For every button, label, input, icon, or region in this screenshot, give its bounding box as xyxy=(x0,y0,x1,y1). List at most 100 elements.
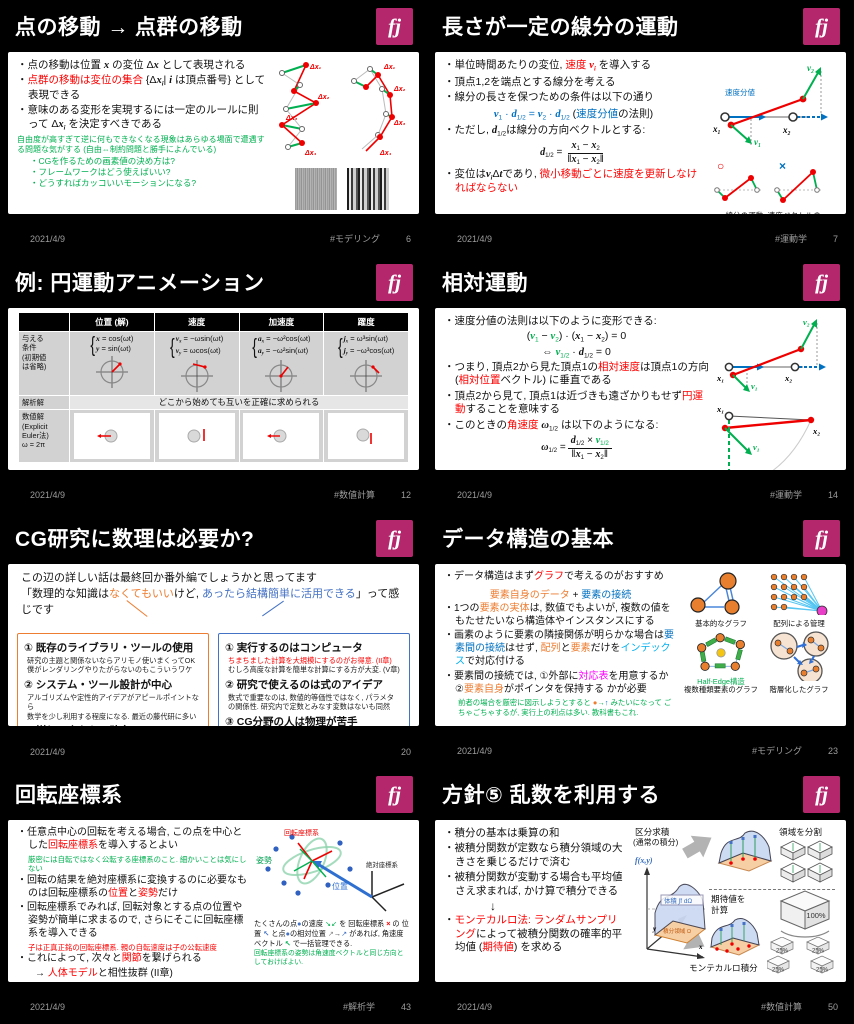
bullet: ・つまり, 頂点2から見た頂点1の相対速度は頂点1の方向 (相対位置ベクトル) … xyxy=(444,360,709,387)
math-line: jx = ω³sin(ωt) xyxy=(343,334,389,345)
slide-page-number: 7 xyxy=(832,233,838,244)
bullet: ・点群の移動は変位の集合 {Δxi| i は頂点番号} として表現できる xyxy=(17,74,266,102)
logo-glyph: fj xyxy=(388,14,401,38)
numeric-diagram xyxy=(96,429,118,443)
figure-column: x₁ x₂ v₁ v₂ x₁ x₂ v₁ −v₂ xyxy=(715,315,837,470)
slide-body: ・点の移動は位置 x の変位 Δx として表現される ・点群の移動は変位の集合 … xyxy=(8,52,419,214)
basic-graph-figure: 基本的なグラフ xyxy=(683,571,759,629)
box-item-detail: ちまちました計算を大規模にするのがお得意. (II章) むしろ高度な計算を簡単な… xyxy=(228,655,400,675)
angular-velocity-formula: ω1/2 = d1/2 × v1/2 ‖x1 − x2‖ xyxy=(444,435,709,461)
minus-v2-label: −v₂ xyxy=(763,468,775,470)
numeric-diagram xyxy=(267,429,287,443)
riemann-sum-label: 区分求積 xyxy=(635,827,670,837)
page-title: 相対運動 xyxy=(442,272,528,295)
noise-image xyxy=(294,168,337,210)
bullet: ・このときの角速度 ω1/2 は以下のようになる: xyxy=(444,418,659,432)
brace-figure xyxy=(780,930,830,938)
logo-glyph: fj xyxy=(388,526,401,550)
intro-line: この辺の詳しい話は最終回か番外編でしょうかと思ってます xyxy=(21,572,317,584)
slide-hashtag: #運動学 xyxy=(769,490,802,500)
bullet: ・回転座標系でみれば, 回転対象とする点の位置や姿勢が簡単に求まるので, さらに… xyxy=(17,902,244,940)
figure-caption: 線分の運動. 速度ベクトルの 先端を結んだら長さが変わる xyxy=(709,211,837,214)
formula-denominator: ‖x1 − x2‖ xyxy=(571,448,609,461)
quarter-label: 25% xyxy=(776,949,789,955)
x2-label: x₂ xyxy=(812,426,820,436)
slide-hashtag: #数値計算 xyxy=(333,490,375,500)
half-edge-figure: Half-Edge構造 複数種類要素のグラフ xyxy=(683,631,759,695)
bullet: ・変位はviΔtであり, 微小移動ごとに速度を更新しなければならない xyxy=(444,167,698,195)
bullet: ・要素間の接続では, ①外部に対応表を用意するか ②要素自身がポインタを保持する… xyxy=(444,670,669,695)
bullet: ・被積分関数が定数なら積分領域の大きさを乗じるだけで済む xyxy=(444,842,623,868)
box-item-heading: ① 実行するのはコンピュータ xyxy=(225,641,363,654)
slide-hashtag: #数値計算 xyxy=(760,1002,802,1012)
noise-label: ルールあり xyxy=(347,213,390,214)
basic-graph-svg xyxy=(690,572,740,615)
velocity-share-label: 速度分値 xyxy=(725,87,755,97)
down-arrow: ↓ xyxy=(490,899,496,914)
segment-velocity-figure: 速度分値 x₁ x₂ v₁ v₂ xyxy=(712,63,828,147)
slide-date: 2021/4/9 xyxy=(457,745,493,756)
slide-body: 位置 (解) 速度 加速度 躍度 与える 条件 (初期値 は省略) {x = c… xyxy=(8,308,419,470)
logo-glyph: fj xyxy=(815,14,828,38)
lab-logo: fj xyxy=(803,8,840,45)
numeric-diagram xyxy=(187,429,205,443)
box-item-detail: 研究の主題と関係ないならアリモノ使いまくってOK 僕がレンダリングやりたがらない… xyxy=(27,655,196,675)
logo-glyph: fj xyxy=(388,270,401,294)
math-line: y = sin(ωt) xyxy=(96,343,131,353)
math-line: vy = ωcos(ωt) xyxy=(175,345,221,357)
slide-page-number: 43 xyxy=(400,1001,411,1012)
math-line: jy = −ω³cos(ωt) xyxy=(343,345,395,357)
text-column: ・積分の基本は乗算の和 ・被積分関数が定数なら積分領域の大きさを乗じるだけで済む… xyxy=(444,827,627,978)
bullet: ・被積分関数が変動する場合も平均値さえ求まれば, かけ算で積分できる xyxy=(444,871,623,897)
v1-label: v₁ xyxy=(751,381,758,391)
x1-label: x₁ xyxy=(716,373,724,383)
figure-label: 複数種類要素のグラフ xyxy=(684,685,758,695)
fat-arrow-up xyxy=(682,835,712,859)
x1-label: x₁ xyxy=(716,404,724,414)
math-line: ay = −ω²sin(ωt) xyxy=(257,345,309,357)
page-title: 例: 円運動アニメーション xyxy=(15,272,265,295)
brace: { xyxy=(90,331,96,356)
bullet: ・画素のように要素の隣接関係が明らかな場合は要素間の接続はせず, 配列と要素だけ… xyxy=(444,630,674,667)
text-column: ・任意点中心の回転を考える場合, この点を中心とした回転座標系を導入するとよい … xyxy=(17,827,248,979)
slide-page-number: 50 xyxy=(827,1001,838,1012)
bullet: ・頂点1,2を端点とする線分を考える xyxy=(444,75,616,88)
split-cubes-figure xyxy=(780,840,833,883)
delta-x-label: Δx₂ xyxy=(317,94,330,101)
formula-numerator: x1 − x2 xyxy=(568,140,603,154)
side-explanation: たくさんの点●の速度 ↘↙ を 回転座標系 × の 位置 ↖ と点●の相対位置 … xyxy=(254,919,409,949)
sub-bullet: ・CGを作るための画素値の決め方は? xyxy=(30,156,175,167)
box-item-heading: ① 既存のライブラリ・ツールの使用 xyxy=(24,641,194,654)
v1-label: v₁ xyxy=(753,442,760,452)
logo-glyph: fj xyxy=(388,782,401,806)
column-header: 躍度 xyxy=(324,313,408,331)
bullet: ・これによって, 次々と関節を繋げられる xyxy=(17,953,202,965)
rotating-frame-label: 回転座標系 xyxy=(284,828,319,837)
lab-logo: fj xyxy=(376,776,413,813)
lab-logo: fj xyxy=(376,264,413,301)
quarter-label: 25% xyxy=(772,968,785,974)
with-math-box: ① 実行するのはコンピュータ ちまちました計算を大規模にするのがお得意. (II… xyxy=(218,632,410,726)
aside-note: 自由度が高すぎて逆に何もできなくなる現象はあらゆる場面で遭遇する問題な気がする … xyxy=(17,134,265,154)
brace: { xyxy=(170,333,175,358)
math-line: vx = −ωsin(ωt) xyxy=(175,334,224,345)
slide-footer: 2021/4/9 20 xyxy=(30,747,411,757)
page-title: データ構造の基本 xyxy=(442,528,614,551)
delta-x-label: Δx₁ xyxy=(309,64,322,71)
bullet: ・単位時間あたりの変位, 速度 vi を導入する xyxy=(444,59,652,73)
pose-label: 姿勢 xyxy=(256,855,272,865)
graph-equation: 要素自身のデータ + 要素の接続 xyxy=(489,589,632,601)
lab-logo: fj xyxy=(803,520,840,557)
array-management-svg xyxy=(770,573,828,617)
circle-diagram xyxy=(180,359,213,392)
half-edge-label: Half-Edge構造 xyxy=(697,676,745,686)
box-item-detail: 数式で重要なのは, 数値的等価性ではなく, パラメタ の関係性. 研究内で定数と… xyxy=(228,692,394,712)
relative-motion-figure-top: x₁ x₂ v₁ v₂ xyxy=(716,317,826,392)
slide-page-number: 6 xyxy=(405,233,411,244)
slide-date: 2021/4/9 xyxy=(30,233,66,244)
slide-date: 2021/4/9 xyxy=(457,489,493,500)
integration-figure: 区分求積 (通常の積分) 領域を分割 xyxy=(633,827,837,975)
row-label: 解析解 xyxy=(19,395,69,410)
text-column: ・単位時間あたりの変位, 速度 vi を導入する ・頂点1,2を端点とする線分を… xyxy=(444,59,703,210)
slide-date: 2021/4/9 xyxy=(457,233,493,244)
